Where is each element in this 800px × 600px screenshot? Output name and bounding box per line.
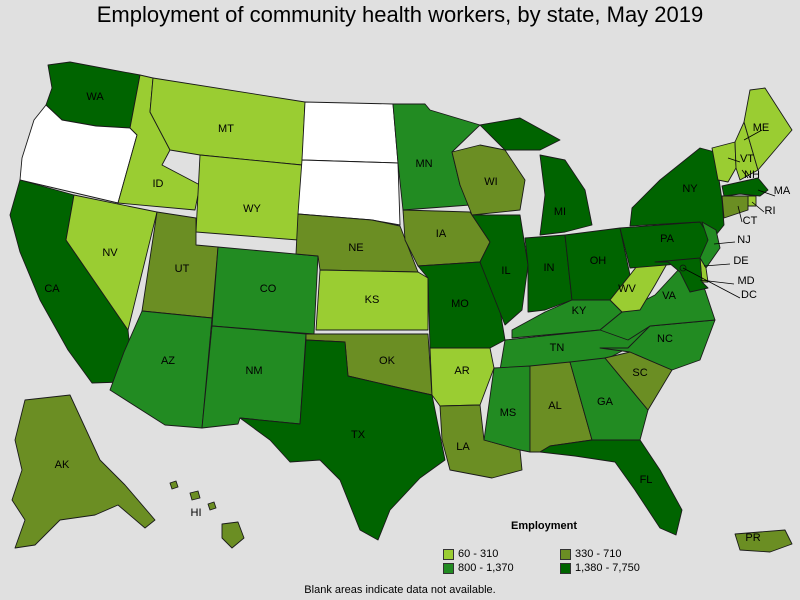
state-NM[interactable]	[201, 325, 307, 429]
state-label-NM: NM	[245, 365, 262, 377]
state-label-GA: GA	[597, 396, 614, 408]
state-AK[interactable]	[11, 394, 156, 549]
state-label-MO: MO	[451, 298, 469, 310]
footnote: Blank areas indicate data not available.	[304, 584, 496, 596]
state-label-AK: AK	[55, 459, 70, 471]
state-label-DC: DC	[741, 289, 757, 301]
legend-swatch	[560, 562, 571, 574]
state-label-UT: UT	[175, 263, 190, 275]
state-KS[interactable]	[315, 269, 429, 331]
state-label-AL: AL	[548, 400, 561, 412]
state-PR[interactable]	[734, 529, 793, 553]
label-leader-lines	[682, 129, 776, 299]
state-label-NY: NY	[682, 183, 698, 195]
state-label-WA: WA	[86, 91, 104, 103]
legend-label: 800 - 1,370	[458, 562, 514, 574]
legend-label: 330 - 710	[575, 548, 622, 560]
state-AR[interactable]	[429, 347, 495, 407]
state-label-PR: PR	[745, 532, 760, 544]
state-label-MN: MN	[415, 158, 432, 170]
state-MT[interactable]	[149, 77, 306, 166]
state-label-TX: TX	[351, 429, 366, 441]
state-label-MT: MT	[218, 123, 234, 135]
state-label-AZ: AZ	[161, 355, 175, 367]
state-label-OH: OH	[590, 255, 607, 267]
state-label-VA: VA	[662, 290, 677, 302]
state-label-AR: AR	[454, 365, 469, 377]
state-label-NE: NE	[348, 242, 363, 254]
state-GA[interactable]	[569, 357, 649, 441]
state-NY[interactable]	[629, 147, 725, 241]
legend-item-1380-7750: 1,380 - 7,750	[560, 562, 640, 574]
state-NV[interactable]	[65, 194, 158, 331]
state-label-RI: RI	[765, 205, 776, 217]
legend-item-330-710: 330 - 710	[560, 548, 621, 560]
state-label-CO: CO	[260, 283, 277, 295]
state-label-DE: DE	[733, 255, 748, 267]
state-LA[interactable]	[439, 404, 523, 479]
state-CT[interactable]	[721, 195, 749, 219]
state-label-HI: HI	[191, 507, 202, 519]
state-MD[interactable]	[654, 257, 709, 293]
state-ND[interactable]	[301, 101, 399, 164]
legend-swatch	[560, 548, 571, 560]
state-SD[interactable]	[297, 159, 401, 226]
state-label-NC: NC	[657, 333, 673, 345]
state-NH[interactable]	[734, 121, 759, 181]
state-WI[interactable]	[451, 144, 526, 216]
state-AZ[interactable]	[109, 310, 213, 429]
state-label-WY: WY	[243, 203, 261, 215]
legend-label: 1,380 - 7,750	[575, 562, 640, 574]
state-label-ID: ID	[153, 178, 164, 190]
state-label-IL: IL	[501, 265, 510, 277]
state-label-OK: OK	[379, 355, 396, 367]
legend-title: Employment	[511, 520, 578, 532]
state-IL[interactable]	[471, 214, 529, 326]
state-label-KY: KY	[572, 305, 587, 317]
state-label-NH: NH	[744, 169, 760, 181]
state-label-FL: FL	[640, 474, 653, 486]
state-FL[interactable]	[539, 439, 683, 536]
state-label-PA: PA	[660, 233, 675, 245]
state-labels: WA CA ID NV MT WY UT AZ CO NM NE KS OK TX MN IA MO AR LA WI…	[44, 91, 791, 544]
state-NC[interactable]	[599, 319, 716, 371]
state-HI[interactable]	[169, 480, 245, 549]
state-ME[interactable]	[743, 87, 793, 171]
state-label-MS: MS	[500, 407, 517, 419]
state-WY[interactable]	[195, 154, 303, 241]
legend-item-60-310: 60 - 310	[443, 548, 498, 560]
state-label-SC: SC	[632, 367, 647, 379]
state-label-LA: LA	[456, 441, 470, 453]
state-label-NV: NV	[102, 247, 118, 259]
state-TX[interactable]	[239, 339, 446, 541]
state-label-WI: WI	[484, 176, 497, 188]
state-label-ME: ME	[753, 122, 770, 134]
state-MI[interactable]	[479, 117, 593, 236]
legend-item-800-1370: 800 - 1,370	[443, 562, 514, 574]
legend-swatch	[443, 548, 454, 560]
state-label-NJ: NJ	[737, 234, 750, 246]
state-VT[interactable]	[711, 141, 737, 183]
state-label-IA: IA	[436, 228, 447, 240]
state-label-TN: TN	[550, 342, 565, 354]
state-label-MD: MD	[737, 275, 754, 287]
state-label-KS: KS	[365, 294, 380, 306]
state-label-CT: CT	[743, 215, 758, 227]
state-label-WV: WV	[618, 283, 636, 295]
legend-swatch	[443, 562, 454, 574]
state-label-IN: IN	[544, 262, 555, 274]
legend-label: 60 - 310	[458, 548, 499, 560]
map-title: Employment of community health workers, …	[96, 2, 704, 27]
state-label-MA: MA	[774, 185, 791, 197]
state-MS[interactable]	[483, 365, 531, 453]
state-label-MI: MI	[554, 206, 566, 218]
state-label-VT: VT	[740, 153, 754, 165]
state-label-CA: CA	[44, 283, 60, 295]
